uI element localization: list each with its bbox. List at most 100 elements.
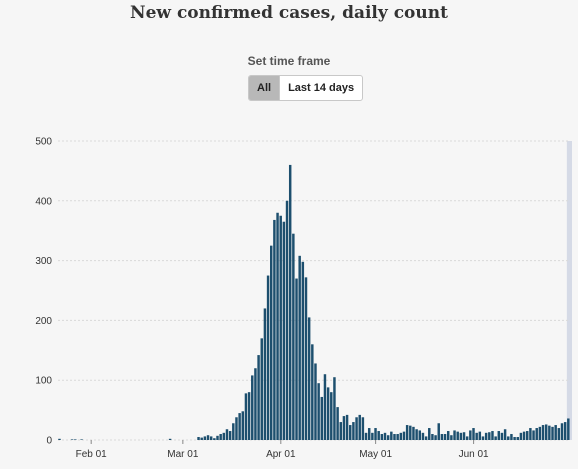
- bar: [415, 429, 418, 440]
- y-tick-label: 500: [35, 137, 52, 148]
- bar: [74, 439, 77, 440]
- bar: [497, 431, 501, 440]
- bar: [200, 437, 203, 440]
- bar: [371, 432, 374, 440]
- bar: [500, 432, 504, 440]
- bar: [421, 432, 425, 440]
- time-frame-all-button[interactable]: All: [249, 76, 280, 100]
- bar: [484, 432, 488, 440]
- bar: [216, 435, 219, 440]
- bar: [251, 375, 254, 440]
- x-tick-label: Mar 01: [167, 449, 199, 460]
- bar: [522, 431, 526, 440]
- bar: [222, 432, 226, 440]
- bar: [168, 438, 172, 440]
- bar: [349, 425, 352, 440]
- bar: [298, 255, 301, 440]
- bar: [526, 431, 529, 440]
- bar: [548, 425, 551, 440]
- bar: [510, 434, 513, 440]
- x-tick-label: Feb 01: [76, 449, 108, 460]
- bar: [270, 245, 273, 440]
- bar: [412, 426, 415, 440]
- bar: [488, 432, 491, 440]
- bar: [380, 434, 384, 440]
- bar: [563, 422, 567, 440]
- bar: [456, 431, 459, 440]
- recent-days-highlight: [566, 141, 572, 440]
- bar: [519, 432, 523, 440]
- bar: [491, 431, 494, 440]
- bar: [304, 277, 308, 440]
- bar: [364, 432, 368, 440]
- bar: [516, 437, 519, 440]
- bar: [453, 430, 456, 440]
- bar: [446, 431, 450, 440]
- bar: [443, 434, 447, 440]
- bar: [336, 407, 339, 440]
- bar: [418, 430, 422, 440]
- bar: [260, 338, 263, 440]
- y-tick-label: 200: [35, 316, 52, 327]
- bar: [544, 424, 548, 440]
- time-frame-last-14-days-button[interactable]: Last 14 days: [279, 76, 362, 100]
- bar: [434, 435, 437, 440]
- bar: [333, 377, 336, 440]
- bar: [257, 355, 260, 440]
- bar: [475, 432, 478, 440]
- bar: [377, 431, 380, 440]
- time-frame-label: Set time frame: [247, 54, 331, 68]
- bar: [219, 434, 222, 440]
- bar: [320, 396, 324, 440]
- bar: [409, 425, 412, 440]
- bar: [358, 414, 361, 440]
- bar: [390, 431, 393, 440]
- bar: [396, 434, 399, 440]
- bar: [307, 317, 311, 440]
- chart-title: New confirmed cases, daily count: [130, 3, 448, 23]
- bar: [276, 212, 279, 440]
- bar: [254, 368, 257, 440]
- bar: [209, 436, 213, 440]
- bar: [339, 422, 342, 440]
- bar: [203, 436, 207, 440]
- bar: [292, 233, 295, 440]
- bar: [247, 392, 251, 440]
- bar: [238, 413, 241, 440]
- bar: [507, 436, 510, 440]
- bar: [437, 423, 440, 440]
- bar: [241, 411, 245, 440]
- x-tick-label: Apr 01: [266, 449, 296, 460]
- bar: [440, 434, 444, 440]
- bar: [228, 431, 232, 440]
- bar: [424, 436, 428, 440]
- bar: [361, 417, 365, 440]
- bar: [301, 261, 305, 440]
- bar: [326, 387, 330, 440]
- bar: [551, 426, 554, 440]
- bar: [367, 428, 371, 440]
- bar: [317, 383, 320, 440]
- bar: [402, 431, 406, 440]
- bar: [459, 432, 463, 440]
- bar: [288, 164, 292, 441]
- bar: [538, 426, 542, 440]
- bar: [383, 432, 387, 440]
- bar: [428, 428, 431, 440]
- bar: [393, 434, 396, 440]
- bar: [513, 437, 516, 440]
- bar: [374, 428, 377, 440]
- bar: [342, 416, 346, 440]
- bar: [273, 219, 276, 440]
- bar: [330, 392, 333, 440]
- bar: [399, 432, 403, 440]
- bar: [478, 431, 482, 440]
- bar: [70, 439, 74, 440]
- bar: [465, 436, 469, 440]
- bar: [225, 429, 229, 440]
- bar: [431, 434, 434, 440]
- bar: [235, 417, 238, 440]
- bar: [352, 422, 355, 440]
- time-frame-toggle: All Last 14 days: [248, 75, 364, 101]
